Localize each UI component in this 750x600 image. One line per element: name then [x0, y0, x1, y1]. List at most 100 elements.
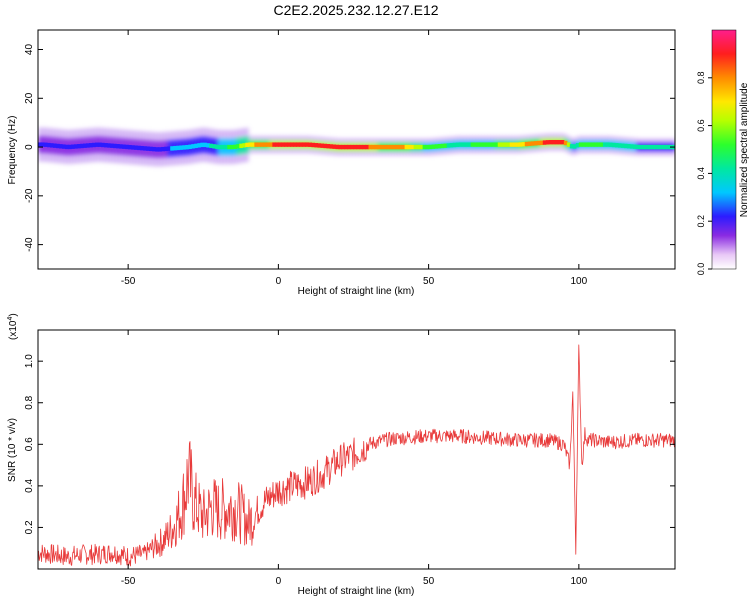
spectrogram-ridge-cell — [569, 144, 574, 149]
figure-title: C2E2.2025.232.12.27.E12 — [273, 2, 438, 18]
spectrogram-ridge-cell — [422, 144, 427, 150]
spectrogram-ridge-cell — [554, 139, 559, 145]
spectrogram-ridge-cell — [584, 142, 589, 147]
spectrogram-ridge-cell — [116, 144, 120, 149]
spectrogram-ridge-cell — [656, 144, 661, 150]
spectrogram-ridge-cell — [431, 144, 436, 149]
snr-x-tick-label: -50 — [121, 576, 136, 587]
spectrogram-ridge-cell — [68, 144, 72, 150]
spectrogram-x-tick-label: -50 — [121, 276, 136, 287]
spectrogram-ridge-cell — [512, 142, 517, 147]
snr-y-ticks: 0.2 0.4 0.6 0.8 1.0 — [24, 354, 675, 534]
spectrogram-ridge-cell — [47, 142, 51, 148]
spectrogram-ridge-cell — [212, 144, 216, 149]
spectrogram-ridge-cell — [59, 144, 63, 149]
spectrogram-y-tick-label: -40 — [24, 237, 35, 252]
spectrogram-y-label: Frequency (Hz) — [7, 116, 18, 185]
spectrogram-ridge-cell — [209, 143, 213, 149]
spectrogram-ridge-cell — [593, 142, 598, 147]
spectrogram-ridge-cell — [398, 144, 403, 150]
colorbar-tick-label: 0.4 — [696, 167, 706, 180]
spectrogram-ridge-cell — [122, 144, 126, 149]
spectrogram-ridge-cell — [95, 142, 99, 147]
spectrogram-ridge-cell — [254, 142, 258, 147]
spectrogram-ridge-cell — [647, 144, 652, 150]
spectrogram-ridge-cell — [521, 142, 526, 147]
spectrogram-ridge-cell — [344, 144, 349, 150]
spectrogram-ridge-cell — [176, 145, 180, 151]
spectrogram-ridge-cell — [527, 141, 532, 146]
snr-frame — [37, 329, 676, 570]
spectrogram-ridge-cell — [338, 144, 343, 150]
colorbar-tick-label: 0.6 — [696, 119, 706, 132]
spectrogram-ridge-cell — [563, 140, 568, 146]
spectrogram-ridge-cell — [548, 139, 553, 145]
spectrogram-ridge-cell — [110, 143, 114, 148]
spectrogram-x-label: Height of straight line (km) — [298, 286, 415, 297]
spectrogram-ridge-cell — [359, 144, 364, 150]
spectrogram-x-tick-label: 100 — [571, 276, 588, 287]
spectrogram-ridge-cell — [83, 143, 87, 148]
spectrogram-ridge-cell — [227, 144, 231, 150]
spectrogram-ridge-cell — [386, 144, 391, 150]
spectrogram-ridge-cell — [428, 144, 433, 150]
spectrogram-ridge-cell — [320, 143, 325, 148]
spectrogram-ridge-cell — [119, 144, 123, 149]
spectrogram-ridge-cell — [107, 143, 111, 148]
spectrogram-ridge-cell — [425, 144, 430, 150]
spectrogram-ridge-cell — [608, 142, 613, 147]
spectrogram-ridge-cell — [206, 143, 210, 148]
spectrogram-ridge-cell — [317, 143, 322, 148]
spectrogram-ridge — [38, 139, 675, 152]
spectrogram-ridge-cell — [533, 141, 538, 146]
spectrogram-ridge-cell — [542, 140, 547, 145]
spectrogram-ridge-cell — [56, 143, 60, 149]
spectrogram-ridge-cell — [641, 144, 646, 150]
spectrogram-ridge-cell — [143, 146, 147, 151]
spectrogram-ridge-cell — [236, 144, 240, 149]
spectrogram-ridge-cell — [524, 141, 529, 147]
spectrogram-ridge-cell — [560, 139, 565, 145]
spectrogram-ridge-cell — [401, 144, 406, 150]
spectrogram-ridge-cell — [203, 142, 207, 148]
snr-y-tick-label: 0.4 — [24, 478, 35, 492]
spectrogram-ridge-cell — [314, 143, 319, 148]
spectrogram-ridge-cell — [347, 144, 352, 150]
spectrogram-ridge-cell — [248, 142, 252, 147]
spectrogram-ridge-cell — [305, 142, 310, 147]
spectrogram-ridge-cell — [98, 142, 102, 147]
spectrogram-ridge-cell — [80, 143, 84, 149]
spectrogram-ridge-cell — [155, 147, 159, 152]
spectrogram-ridge-cell — [65, 144, 69, 150]
spectrogram-ridge-cell — [440, 143, 445, 149]
spectrogram-ridge-cell — [572, 144, 577, 149]
spectrogram-ridge-cell — [146, 146, 150, 151]
spectrogram-ridge-cell — [44, 142, 48, 147]
spectrogram-ridge-cell — [224, 144, 228, 150]
spectrogram-ridge-cell — [659, 144, 664, 150]
spectrogram-ridge-cell — [590, 142, 595, 147]
spectrogram-ridge-cell — [92, 142, 96, 148]
spectrogram-ridge-cell — [332, 144, 337, 149]
spectrogram-ridge-cell — [101, 142, 105, 148]
spectrogram-ridge-cell — [77, 144, 81, 149]
snr-y-multiplier-base: (x10 — [8, 320, 19, 340]
spectrogram-ridge-cell — [50, 143, 54, 148]
spectrogram-ridge-cell — [665, 144, 670, 150]
spectrogram-ridge-cell — [503, 142, 508, 147]
spectrogram-ridge-cell — [284, 142, 288, 147]
spectrogram-ridge-cell — [443, 143, 448, 148]
spectrogram-ridge-cell — [566, 142, 571, 147]
spectrogram-ridge-cell — [632, 144, 637, 149]
spectrogram-ridge-cell — [530, 141, 535, 146]
spectrogram-ridge-cell — [191, 144, 195, 149]
spectrogram-ridge-cell — [617, 143, 622, 148]
spectrogram-y-tick-label: 40 — [24, 44, 35, 56]
spectrogram-ridge-cell — [173, 145, 177, 151]
spectrogram-ridge-cell — [638, 144, 643, 150]
spectrogram-ridge-cell — [245, 142, 249, 148]
colorbar-tick-label: 0.0 — [696, 263, 706, 276]
spectrogram-ridge-cell — [392, 144, 397, 150]
spectrogram-ridge-cell — [599, 142, 604, 147]
spectrogram-ridge-cell — [149, 146, 153, 152]
